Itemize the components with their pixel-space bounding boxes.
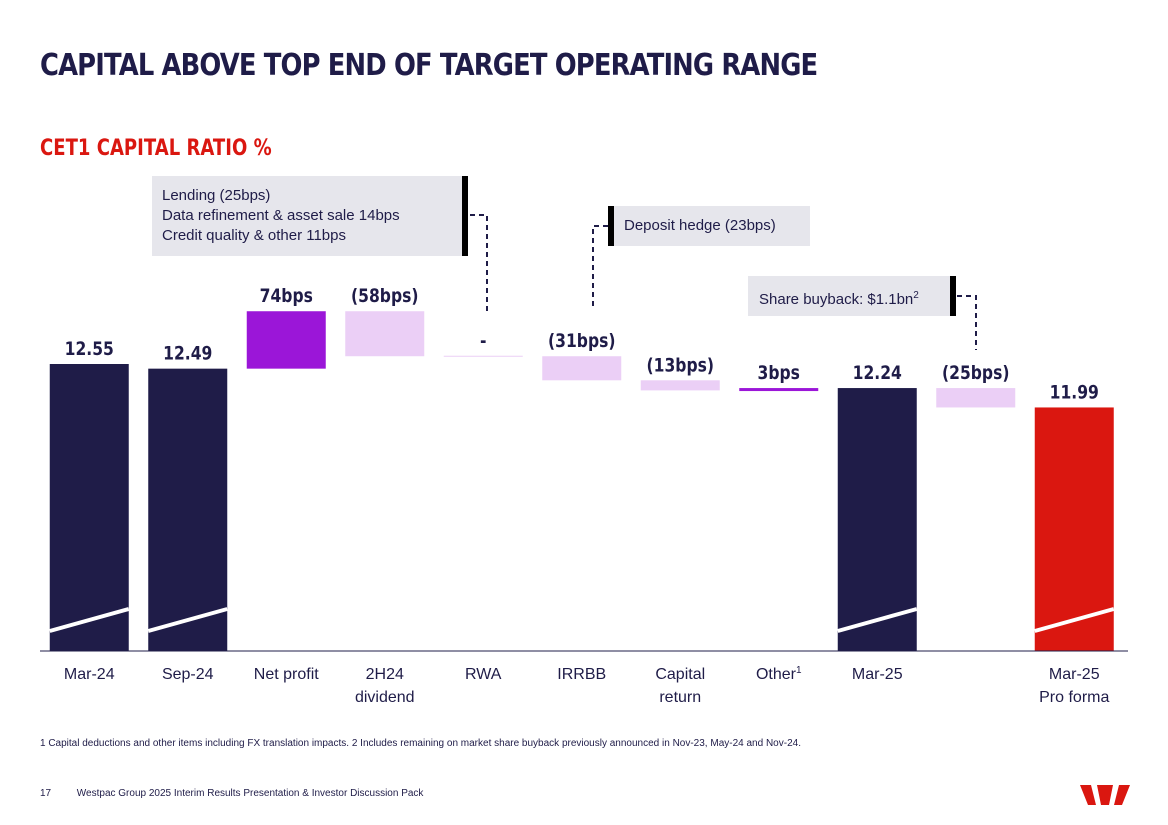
data-label-5: (31bps) (548, 331, 615, 353)
page-number: 17 (40, 788, 52, 799)
bar-0 (49, 364, 129, 651)
bar-6 (640, 380, 720, 391)
buyback-callout: Share buyback: $1.1bn2 (748, 276, 956, 316)
x-tick-3: 2H24 (366, 666, 404, 683)
logo-right-stroke (1114, 785, 1130, 805)
x-tick-5: IRRBB (557, 666, 606, 683)
lending-callout-line-2: Data refinement & asset sale 14bps (162, 207, 400, 224)
westpac-logo (1080, 785, 1130, 805)
bar-9 (936, 388, 1016, 408)
x-tick-0: Mar-24 (64, 666, 115, 683)
data-label-1: 12.49 (163, 343, 212, 365)
lending-callout-line-1: Lending (25bps) (162, 187, 271, 204)
bar-1 (148, 368, 228, 651)
callout-connectors (470, 214, 977, 350)
buyback-footnote-marker: 2 (913, 290, 919, 301)
deposit-connector (592, 225, 608, 308)
x-tick-1: Sep-24 (162, 666, 214, 683)
x-tick-4: RWA (465, 666, 502, 683)
footer-text: Westpac Group 2025 Interim Results Prese… (76, 788, 424, 799)
data-label-2: 74bps (260, 286, 313, 308)
axis-break-10 (1034, 607, 1115, 633)
bar-5 (542, 356, 622, 381)
data-label-3: (58bps) (351, 286, 418, 308)
lending-callout: Lending (25bps) Data refinement & asset … (152, 176, 468, 256)
x-tick-8: Mar-25 (852, 666, 903, 683)
footnote: 1 Capital deductions and other items inc… (40, 738, 801, 749)
axis-break-0 (49, 607, 130, 633)
deposit-callout: Deposit hedge (23bps) (608, 206, 810, 246)
page-title: CAPITAL ABOVE TOP END OF TARGET OPERATIN… (40, 48, 818, 83)
axis-break-1 (147, 607, 228, 633)
axis-break-8 (837, 607, 918, 633)
bar-2 (246, 311, 326, 369)
callout-marker (950, 276, 956, 316)
lending-connector (470, 214, 488, 314)
logo-middle-stroke (1097, 785, 1113, 805)
data-label-6: (13bps) (647, 355, 714, 377)
chart-subtitle: CET1 CAPITAL RATIO % (40, 136, 272, 161)
data-label-7: 3bps (758, 363, 800, 385)
data-label-0: 12.55 (65, 339, 114, 361)
bar-10 (1034, 407, 1114, 651)
x-tick-6: Capital (655, 666, 705, 683)
x-tick-10-line-2: Pro forma (1039, 689, 1109, 706)
callout-marker (462, 176, 468, 256)
x-tick-3-line-2: dividend (355, 689, 415, 706)
callout-marker (608, 206, 614, 246)
lending-callout-line-3: Credit quality & other 11bps (162, 227, 346, 244)
bar-8 (837, 388, 917, 651)
logo-left-stroke (1080, 785, 1096, 805)
data-label-9: (25bps) (942, 363, 1009, 385)
footer: 17 Westpac Group 2025 Interim Results Pr… (40, 788, 423, 799)
x-tick-10: Mar-25 (1049, 666, 1100, 683)
buyback-connector (957, 295, 977, 350)
buyback-callout-text: Share buyback: $1.1bn (759, 291, 914, 308)
x-tick-7-footnote: 1 (796, 665, 802, 676)
data-label-4: - (480, 331, 486, 353)
deposit-callout-text: Deposit hedge (23bps) (624, 217, 776, 234)
x-tick-7: Other1 (756, 665, 802, 683)
x-tick-6-line-2: return (659, 689, 701, 706)
x-tick-2: Net profit (254, 666, 319, 683)
data-label-8: 12.24 (853, 363, 902, 385)
bar-3 (345, 311, 425, 357)
data-label-10: 11.99 (1050, 382, 1099, 404)
bar-7 (739, 388, 819, 392)
